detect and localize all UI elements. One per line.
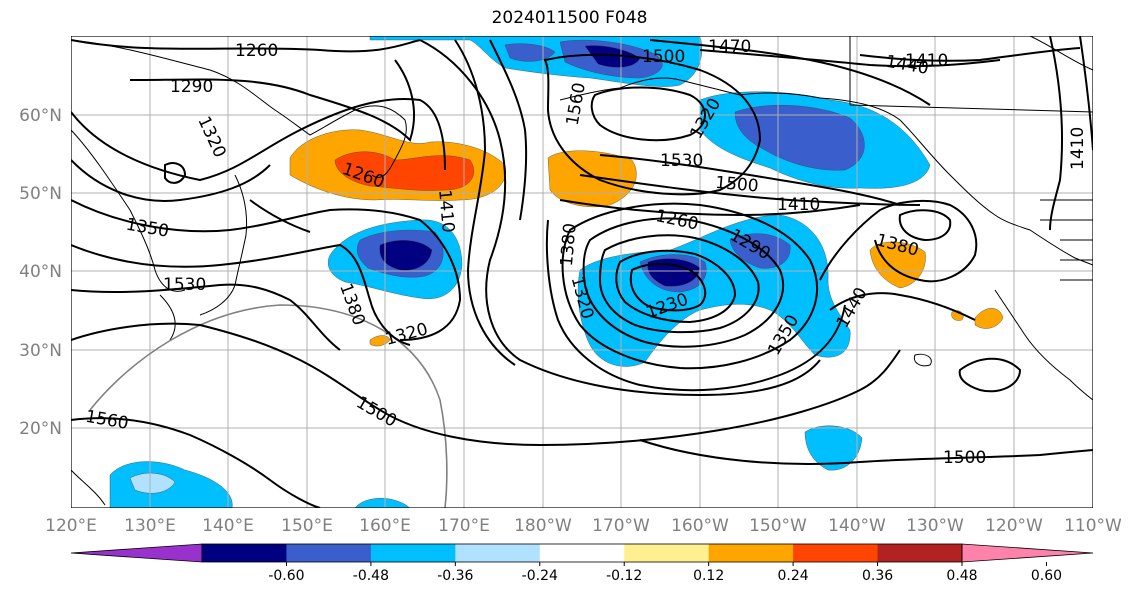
- colorbar-tick-label: 0.12: [693, 568, 724, 584]
- colorbar-tick-label: -0.36: [437, 568, 473, 584]
- colorbar: -0.60 -0.48 -0.36 -0.24 -0.12 0.12 0.24 0.36 0.4…: [70, 543, 1094, 584]
- lon-label: 120°E: [45, 516, 97, 536]
- colorbar-border: [201, 543, 963, 563]
- lon-label: 170°W: [592, 516, 650, 536]
- contour-label: 1500: [642, 47, 685, 67]
- colorbar-swatch: [793, 544, 879, 562]
- contour-label: 1410: [434, 189, 458, 234]
- colorbar-tick-label: -0.12: [606, 568, 642, 584]
- colorbar-tick-label: 0.48: [946, 568, 977, 584]
- colorbar-tick-label: -0.24: [522, 568, 558, 584]
- colorbar-swatch: [708, 544, 794, 562]
- lon-label: 160°W: [671, 516, 729, 536]
- lon-label: 130°E: [124, 516, 176, 536]
- height-contours: [71, 36, 1093, 508]
- contour-label: 1290: [170, 77, 213, 97]
- colorbar-swatch: [624, 544, 710, 562]
- contour-label: 1260: [235, 41, 278, 61]
- colorbar-swatch: [370, 544, 456, 562]
- map-plot-area: 1260 1290 1320 1410 1350 1530 1380 1260 …: [71, 36, 1093, 508]
- lon-label: 180°W: [514, 516, 572, 536]
- colorbar-swatch: [286, 544, 372, 562]
- colorbar-max-extension: [961, 543, 1094, 563]
- colorbar-min-extension: [70, 543, 203, 563]
- lon-label: 150°W: [749, 516, 807, 536]
- contour-label: 1380: [557, 222, 581, 267]
- lon-label: 140°E: [202, 516, 254, 536]
- contour-label: 1500: [714, 173, 759, 197]
- contour-label: 1410: [777, 195, 820, 215]
- lon-label: 140°W: [828, 516, 886, 536]
- contour-label: 1410: [1068, 127, 1088, 170]
- lon-label: 110°W: [1064, 516, 1122, 536]
- lat-label: 40°N: [19, 262, 62, 282]
- colorbar-tick-label: -0.48: [353, 568, 389, 584]
- contour-label: 1470: [708, 37, 751, 57]
- lat-label: 50°N: [19, 184, 62, 204]
- lat-label: 30°N: [19, 341, 62, 361]
- contour-label: 1530: [660, 151, 703, 171]
- longitude-labels: 120°E 130°E 140°E 150°E 160°E 170°E 180°…: [45, 516, 1122, 536]
- colorbar-tick-label: -0.60: [268, 568, 304, 584]
- contour-label: 1530: [163, 275, 206, 295]
- great-circle-arc: [89, 304, 448, 508]
- lon-label: 130°W: [906, 516, 964, 536]
- lon-label: 170°E: [438, 516, 490, 536]
- map-title: 2024011500 F048: [491, 8, 648, 28]
- lon-label: 160°E: [359, 516, 411, 536]
- colorbar-swatch: [202, 544, 287, 562]
- contour-label: 1500: [943, 448, 986, 468]
- colorbar-swatch: [539, 544, 625, 562]
- colorbar-tick-label: 0.36: [862, 568, 893, 584]
- colorbar-swatch: [877, 544, 963, 562]
- lat-label: 60°N: [19, 106, 62, 126]
- lon-label: 150°E: [281, 516, 333, 536]
- colorbar-swatch: [455, 544, 541, 562]
- lat-label: 20°N: [19, 419, 62, 439]
- contour-label: 1410: [905, 51, 948, 71]
- graticule: [71, 36, 1093, 508]
- colorbar-tick-label: 0.60: [1031, 568, 1062, 584]
- lon-label: 120°W: [985, 516, 1043, 536]
- latitude-labels: 60°N 50°N 40°N 30°N 20°N: [19, 106, 62, 439]
- colorbar-tick-label: 0.24: [778, 568, 809, 584]
